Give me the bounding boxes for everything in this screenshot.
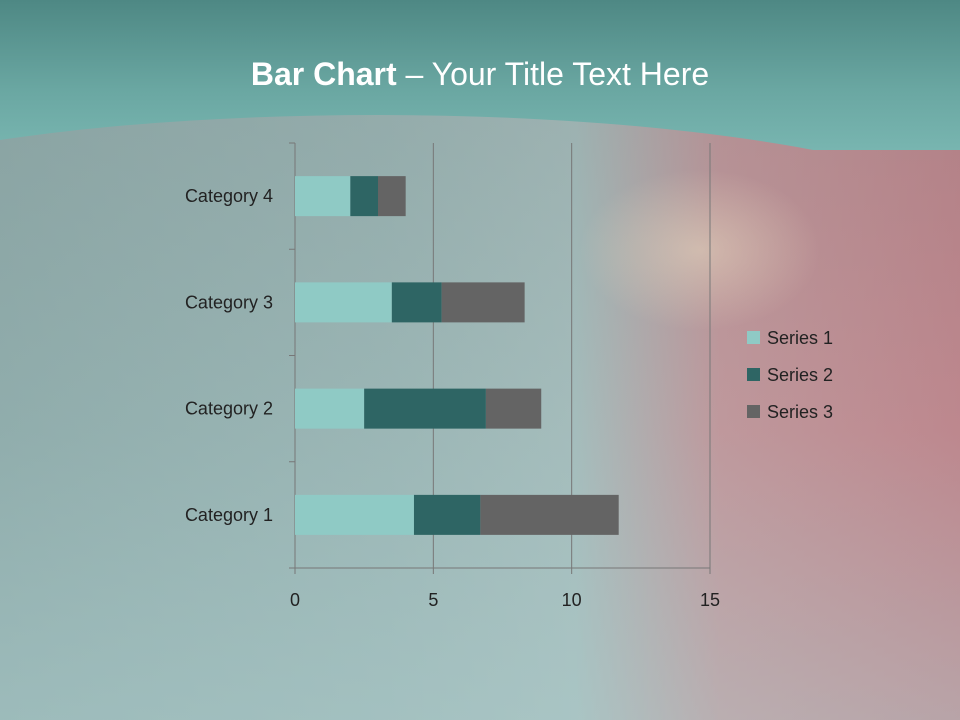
- bar-series-2: [350, 176, 378, 217]
- bar-series-3: [378, 176, 406, 217]
- legend-label: Series 1: [767, 328, 833, 348]
- title-bold: Bar Chart: [250, 56, 397, 92]
- bar-series-3: [480, 494, 619, 535]
- bar-series-3: [441, 282, 525, 323]
- legend-label: Series 2: [767, 365, 833, 385]
- legend-swatch: [747, 405, 760, 418]
- bar-series-2: [391, 282, 442, 323]
- bar-series-1: [295, 388, 365, 429]
- bar-series-1: [295, 176, 351, 217]
- x-tick-label: 5: [428, 590, 438, 610]
- y-tick-label: Category 4: [185, 186, 273, 206]
- y-tick-label: Category 2: [185, 399, 273, 419]
- bar-series-1: [295, 494, 414, 535]
- y-tick-label: Category 3: [185, 292, 273, 312]
- x-tick-label: 10: [562, 590, 582, 610]
- bar-series-1: [295, 282, 392, 323]
- x-tick-label: 15: [700, 590, 720, 610]
- bar-series-2: [413, 494, 481, 535]
- legend-swatch: [747, 331, 760, 344]
- title-rest: – Your Title Text Here: [396, 56, 710, 92]
- slide-title: Bar Chart – Your Title Text Here: [0, 56, 960, 93]
- y-tick-label: Category 1: [185, 505, 273, 525]
- bar-series-2: [364, 388, 486, 429]
- legend-label: Series 3: [767, 402, 833, 422]
- x-tick-label: 0: [290, 590, 300, 610]
- bar-series-3: [485, 388, 542, 429]
- legend-swatch: [747, 368, 760, 381]
